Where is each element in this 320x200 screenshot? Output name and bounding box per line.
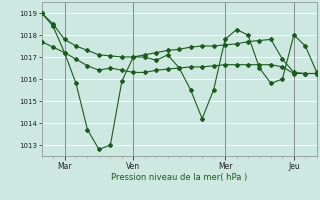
X-axis label: Pression niveau de la mer( hPa ): Pression niveau de la mer( hPa ) [111, 173, 247, 182]
